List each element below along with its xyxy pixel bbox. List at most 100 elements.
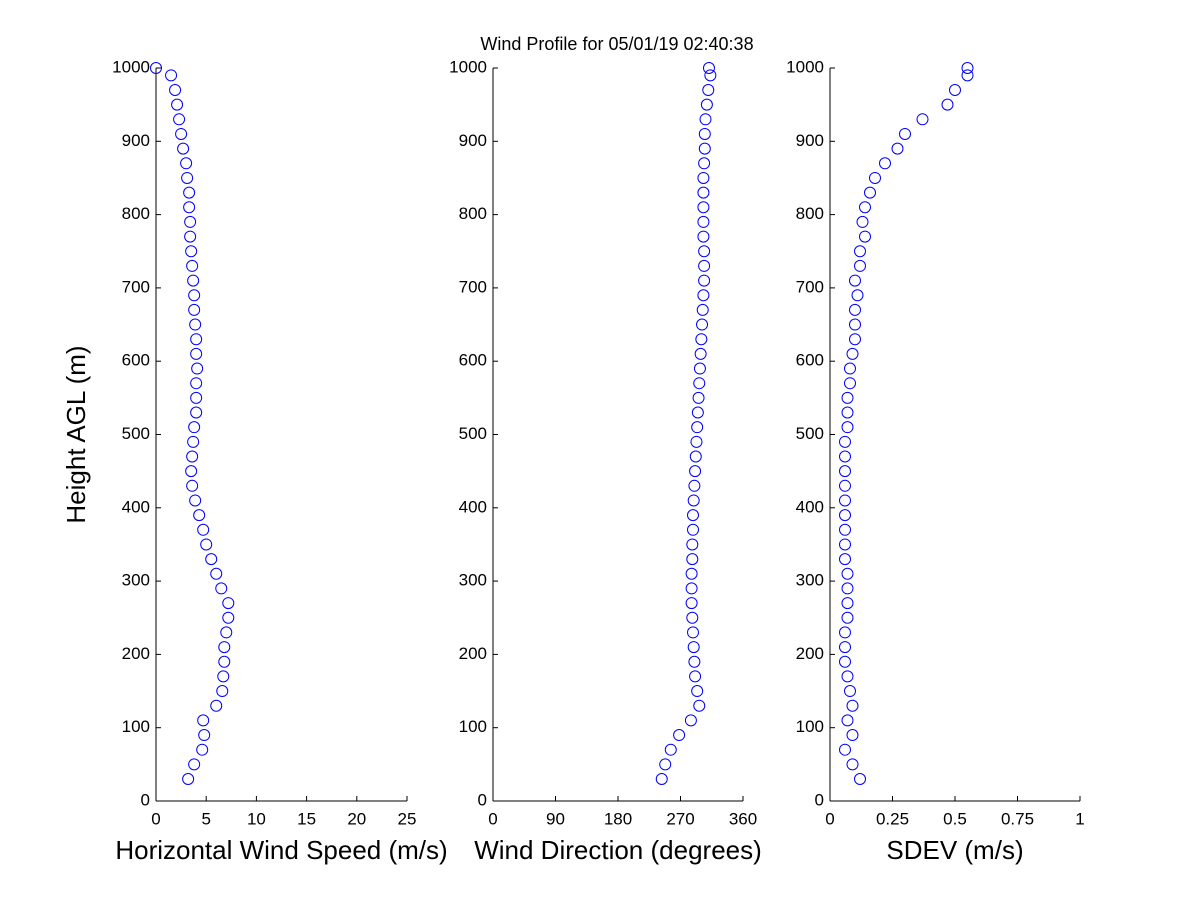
marker bbox=[171, 98, 184, 111]
marker bbox=[698, 259, 711, 272]
y-axis-label: Height AGL (m) bbox=[61, 345, 91, 523]
x-tick-label: 1 bbox=[1075, 809, 1084, 828]
marker bbox=[699, 113, 712, 126]
marker bbox=[859, 230, 871, 243]
y-tick-label: 500 bbox=[796, 424, 824, 443]
marker bbox=[165, 69, 178, 82]
x-tick-label: 20 bbox=[347, 809, 366, 828]
marker bbox=[841, 714, 854, 727]
marker bbox=[655, 773, 668, 786]
y-tick-label: 700 bbox=[796, 277, 824, 296]
marker bbox=[185, 465, 198, 478]
marker bbox=[864, 186, 876, 199]
marker bbox=[185, 245, 198, 258]
marker bbox=[697, 186, 710, 199]
y-tick-label: 900 bbox=[796, 131, 824, 150]
marker bbox=[687, 626, 699, 639]
marker bbox=[696, 318, 709, 331]
marker bbox=[700, 98, 713, 111]
marker bbox=[839, 435, 851, 448]
marker bbox=[697, 289, 710, 302]
marker bbox=[839, 479, 851, 492]
y-tick-label: 200 bbox=[122, 644, 150, 663]
marker bbox=[856, 215, 869, 228]
marker bbox=[846, 729, 859, 742]
marker bbox=[697, 215, 710, 228]
marker bbox=[210, 699, 223, 712]
marker bbox=[183, 186, 196, 199]
marker bbox=[961, 69, 974, 82]
marker bbox=[183, 201, 196, 214]
marker bbox=[949, 83, 961, 96]
y-tick-label: 300 bbox=[122, 571, 150, 590]
marker bbox=[220, 626, 233, 639]
marker bbox=[685, 582, 698, 595]
marker bbox=[189, 494, 202, 507]
marker bbox=[839, 626, 851, 639]
marker bbox=[690, 435, 703, 448]
marker bbox=[182, 773, 195, 786]
marker bbox=[692, 391, 705, 404]
marker bbox=[184, 230, 197, 243]
marker bbox=[181, 171, 194, 184]
x-tick-label: 270 bbox=[666, 809, 694, 828]
marker bbox=[702, 83, 715, 96]
marker bbox=[841, 391, 854, 404]
marker bbox=[841, 597, 854, 610]
marker bbox=[175, 127, 188, 140]
marker bbox=[200, 538, 213, 551]
x-tick-label: 25 bbox=[398, 809, 417, 828]
marker bbox=[846, 699, 859, 712]
marker bbox=[689, 465, 702, 478]
marker bbox=[173, 113, 186, 126]
marker bbox=[849, 274, 861, 287]
y-tick-label: 0 bbox=[141, 790, 150, 809]
chart-title: Wind Profile for 05/01/19 02:40:38 bbox=[480, 34, 753, 54]
marker bbox=[839, 641, 851, 654]
y-tick-label: 800 bbox=[459, 204, 487, 223]
marker bbox=[696, 303, 709, 316]
marker bbox=[839, 465, 851, 478]
marker bbox=[846, 758, 859, 771]
marker bbox=[187, 435, 200, 448]
marker bbox=[704, 69, 717, 82]
marker bbox=[839, 743, 851, 756]
marker bbox=[169, 83, 182, 96]
marker bbox=[186, 450, 199, 463]
marker bbox=[851, 289, 864, 302]
y-tick-label: 300 bbox=[459, 571, 487, 590]
marker bbox=[689, 450, 702, 463]
x-tick-label: 0 bbox=[825, 809, 834, 828]
marker bbox=[188, 758, 201, 771]
marker bbox=[197, 523, 210, 536]
x-tick-label: 360 bbox=[729, 809, 757, 828]
marker bbox=[941, 98, 954, 111]
marker bbox=[193, 509, 206, 522]
marker bbox=[210, 567, 223, 580]
marker bbox=[673, 729, 686, 742]
marker bbox=[218, 641, 231, 654]
marker bbox=[859, 201, 871, 214]
marker bbox=[188, 421, 201, 434]
y-tick-label: 500 bbox=[122, 424, 150, 443]
x-tick-label: 0.75 bbox=[1001, 809, 1034, 828]
marker bbox=[686, 553, 699, 566]
marker bbox=[184, 215, 197, 228]
marker bbox=[686, 611, 699, 624]
y-tick-label: 900 bbox=[122, 131, 150, 150]
marker bbox=[180, 157, 193, 170]
y-tick-label: 700 bbox=[459, 277, 487, 296]
marker bbox=[190, 406, 203, 419]
y-tick-label: 600 bbox=[122, 351, 150, 370]
y-tick-label: 800 bbox=[122, 204, 150, 223]
marker bbox=[879, 157, 891, 170]
y-tick-label: 1000 bbox=[449, 57, 487, 76]
marker bbox=[693, 699, 706, 712]
marker bbox=[205, 553, 218, 566]
marker bbox=[839, 494, 851, 507]
marker bbox=[186, 479, 199, 492]
y-tick-label: 400 bbox=[122, 497, 150, 516]
marker bbox=[841, 406, 854, 419]
y-tick-label: 800 bbox=[796, 204, 824, 223]
